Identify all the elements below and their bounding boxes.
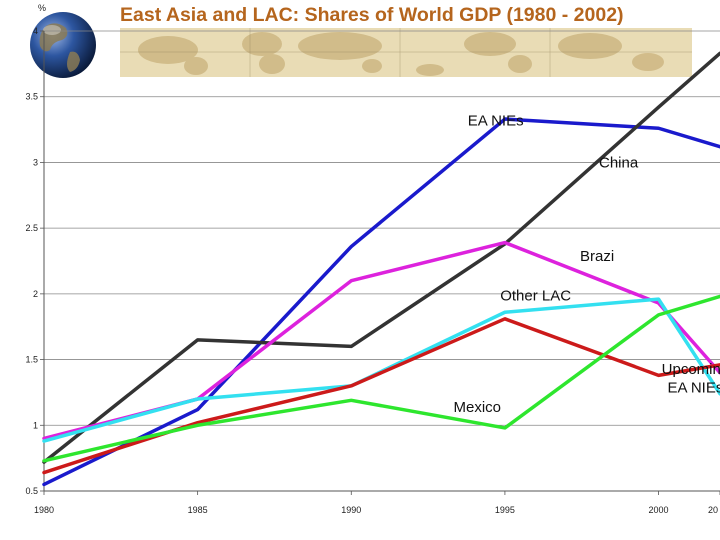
x-tick-label: 2000 bbox=[649, 505, 669, 515]
series-label: EA NIEs bbox=[667, 379, 720, 396]
data-point bbox=[504, 318, 506, 320]
series-label: Upcoming bbox=[662, 361, 720, 378]
data-point bbox=[350, 399, 352, 401]
series-label: EA NIEs bbox=[468, 113, 524, 130]
y-tick-label: 3.5 bbox=[25, 92, 38, 102]
x-tick-label: 20 bbox=[708, 505, 718, 515]
y-tick-label: 2.5 bbox=[25, 223, 38, 233]
data-point bbox=[350, 345, 352, 347]
x-tick-label: 1980 bbox=[34, 505, 54, 515]
series-line-brazi bbox=[44, 243, 720, 439]
data-point bbox=[657, 314, 659, 316]
data-point bbox=[43, 460, 45, 462]
data-point bbox=[350, 385, 352, 387]
data-point bbox=[43, 483, 45, 485]
y-tick-label: 2 bbox=[33, 289, 38, 299]
x-tick-labels: 1980 1985 1990 1995 2000 20 bbox=[34, 505, 718, 515]
series-label: Brazi bbox=[580, 248, 614, 265]
y-tick-label: 1 bbox=[33, 420, 38, 430]
data-point bbox=[657, 127, 659, 129]
series-label: Other LAC bbox=[500, 287, 571, 304]
data-point bbox=[504, 311, 506, 313]
y-tick-label: 1.5 bbox=[25, 355, 38, 365]
x-tick-label: 1990 bbox=[341, 505, 361, 515]
series-label: China bbox=[599, 155, 639, 172]
series-lines bbox=[43, 52, 720, 485]
series-annotations: EA NIEs China Brazi Other LAC Mexico Upcoming… bbox=[453, 113, 720, 417]
data-point bbox=[504, 427, 506, 429]
series-label: Mexico bbox=[453, 399, 501, 416]
data-point bbox=[504, 241, 506, 243]
x-tick-label: 1985 bbox=[188, 505, 208, 515]
series-line-mexico bbox=[44, 319, 720, 473]
series-line-upcoming-ea-nies bbox=[44, 296, 720, 460]
data-point bbox=[196, 408, 198, 410]
data-point bbox=[657, 298, 659, 300]
y-tick-label: 3 bbox=[33, 157, 38, 167]
series-line-china bbox=[44, 53, 720, 462]
data-point bbox=[350, 280, 352, 282]
data-point bbox=[657, 374, 659, 376]
y-tick-label: 4 bbox=[33, 26, 38, 36]
series-line-other-lac bbox=[44, 299, 720, 441]
data-point bbox=[43, 471, 45, 473]
x-tick-label: 1995 bbox=[495, 505, 515, 515]
globe-icon bbox=[30, 12, 96, 78]
grid-lines bbox=[40, 31, 720, 491]
y-tick-labels: 0.5 1 1.5 2 2.5 3 3.5 4 bbox=[25, 26, 38, 496]
data-point bbox=[196, 398, 198, 400]
data-point bbox=[350, 245, 352, 247]
data-point bbox=[196, 424, 198, 426]
y-tick-label: 0.5 bbox=[25, 486, 38, 496]
data-point bbox=[657, 106, 659, 108]
data-point bbox=[43, 440, 45, 442]
data-point bbox=[196, 339, 198, 341]
world-map-banner bbox=[120, 28, 692, 77]
